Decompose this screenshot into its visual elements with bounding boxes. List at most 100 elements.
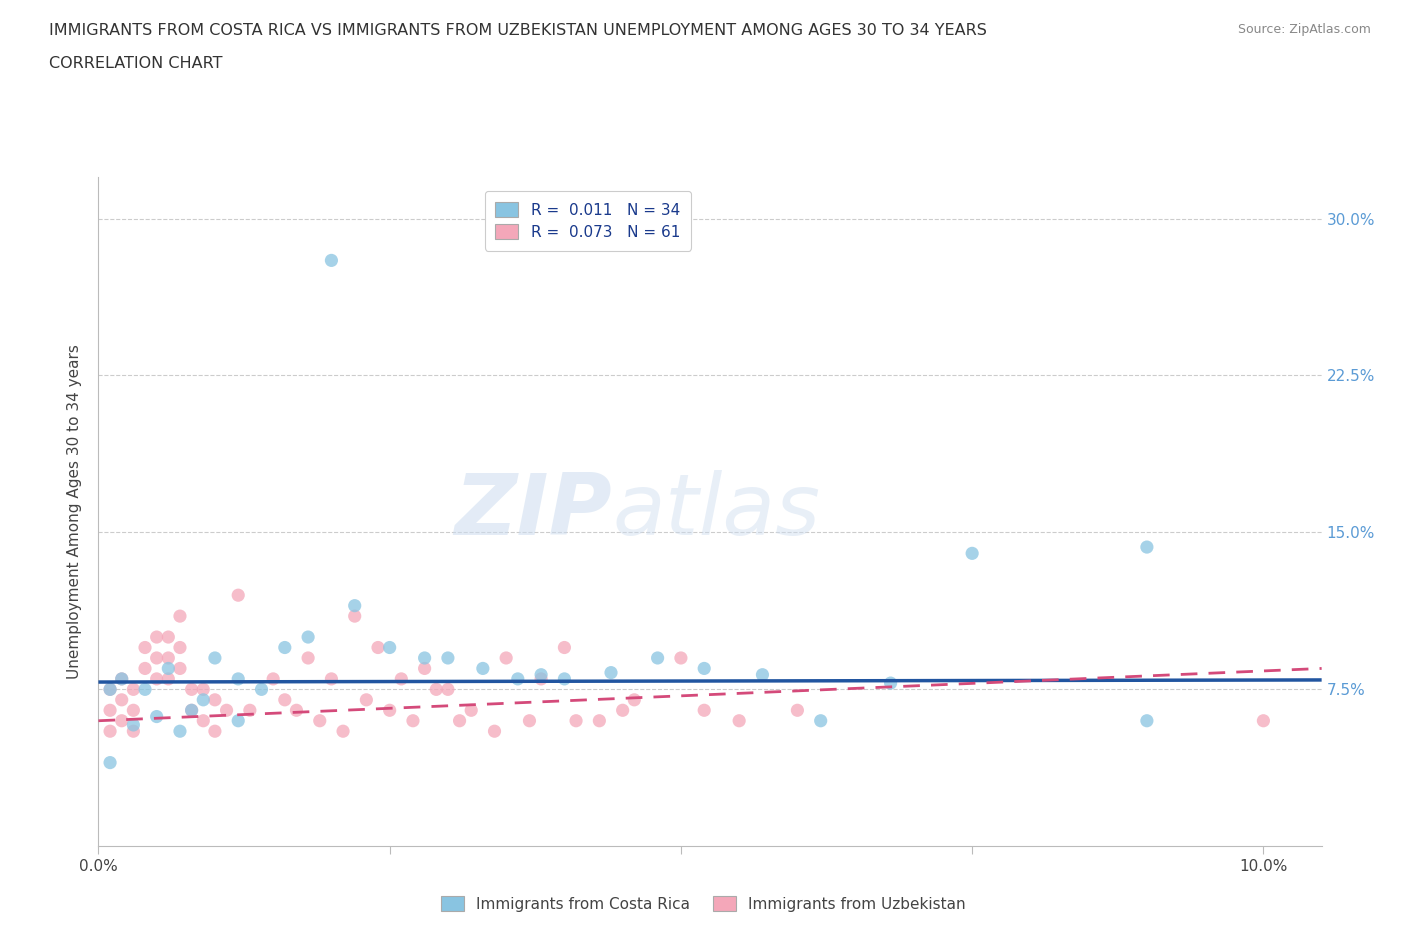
Legend: R =  0.011   N = 34, R =  0.073   N = 61: R = 0.011 N = 34, R = 0.073 N = 61 xyxy=(485,191,690,250)
Point xyxy=(180,703,202,718)
Point xyxy=(378,640,401,655)
Point xyxy=(879,676,901,691)
Point xyxy=(169,661,191,676)
Point xyxy=(471,661,494,676)
Point xyxy=(519,713,541,728)
Point xyxy=(111,713,134,728)
Point xyxy=(134,682,156,697)
Point xyxy=(98,682,121,697)
Point xyxy=(600,665,623,680)
Point xyxy=(321,253,343,268)
Point xyxy=(389,671,412,686)
Legend: Immigrants from Costa Rica, Immigrants from Uzbekistan: Immigrants from Costa Rica, Immigrants f… xyxy=(434,889,972,918)
Y-axis label: Unemployment Among Ages 30 to 34 years: Unemployment Among Ages 30 to 34 years xyxy=(67,344,83,679)
Point xyxy=(193,682,215,697)
Point xyxy=(250,682,273,697)
Point xyxy=(204,724,226,738)
Point xyxy=(367,640,389,655)
Point xyxy=(506,671,529,686)
Point xyxy=(297,651,319,666)
Point xyxy=(145,630,167,644)
Point xyxy=(647,651,669,666)
Point xyxy=(145,710,167,724)
Point xyxy=(786,703,808,718)
Point xyxy=(728,713,751,728)
Point xyxy=(810,713,832,728)
Point xyxy=(530,668,553,683)
Point xyxy=(437,651,460,666)
Text: ZIP: ZIP xyxy=(454,470,612,553)
Point xyxy=(180,703,202,718)
Point xyxy=(495,651,517,666)
Point xyxy=(565,713,588,728)
Point xyxy=(553,640,575,655)
Point xyxy=(204,692,226,708)
Point xyxy=(425,682,447,697)
Point xyxy=(751,668,773,683)
Point xyxy=(122,724,145,738)
Point xyxy=(402,713,425,728)
Point xyxy=(669,651,692,666)
Point xyxy=(530,671,553,686)
Point xyxy=(193,713,215,728)
Point xyxy=(157,661,180,676)
Point xyxy=(180,682,202,697)
Point xyxy=(111,692,134,708)
Point xyxy=(111,671,134,686)
Point xyxy=(356,692,378,708)
Point xyxy=(98,755,121,770)
Point xyxy=(169,640,191,655)
Point xyxy=(623,692,645,708)
Point xyxy=(693,661,716,676)
Point xyxy=(145,651,167,666)
Point xyxy=(1136,539,1159,554)
Point xyxy=(693,703,716,718)
Point xyxy=(413,661,436,676)
Point xyxy=(215,703,238,718)
Text: IMMIGRANTS FROM COSTA RICA VS IMMIGRANTS FROM UZBEKISTAN UNEMPLOYMENT AMONG AGES: IMMIGRANTS FROM COSTA RICA VS IMMIGRANTS… xyxy=(49,23,987,38)
Point xyxy=(1253,713,1275,728)
Text: atlas: atlas xyxy=(612,470,820,553)
Point xyxy=(98,682,121,697)
Point xyxy=(413,651,436,666)
Point xyxy=(193,692,215,708)
Text: CORRELATION CHART: CORRELATION CHART xyxy=(49,56,222,71)
Point xyxy=(484,724,506,738)
Point xyxy=(378,703,401,718)
Point xyxy=(343,598,366,613)
Point xyxy=(134,661,156,676)
Point xyxy=(157,671,180,686)
Point xyxy=(553,671,575,686)
Point xyxy=(226,671,249,686)
Point xyxy=(157,630,180,644)
Point xyxy=(308,713,330,728)
Point xyxy=(98,703,121,718)
Point xyxy=(449,713,471,728)
Point xyxy=(98,724,121,738)
Point xyxy=(285,703,308,718)
Point xyxy=(262,671,284,686)
Point xyxy=(239,703,262,718)
Point xyxy=(226,713,249,728)
Point xyxy=(169,724,191,738)
Point xyxy=(1136,713,1159,728)
Point xyxy=(460,703,482,718)
Point xyxy=(111,671,134,686)
Point xyxy=(297,630,319,644)
Point xyxy=(122,718,145,733)
Point xyxy=(332,724,354,738)
Point xyxy=(226,588,249,603)
Point xyxy=(122,703,145,718)
Point xyxy=(588,713,610,728)
Point xyxy=(204,651,226,666)
Point xyxy=(960,546,983,561)
Point xyxy=(321,671,343,686)
Point xyxy=(157,651,180,666)
Point xyxy=(612,703,634,718)
Point xyxy=(437,682,460,697)
Point xyxy=(274,692,297,708)
Point xyxy=(122,682,145,697)
Point xyxy=(169,609,191,624)
Point xyxy=(134,640,156,655)
Point xyxy=(145,671,167,686)
